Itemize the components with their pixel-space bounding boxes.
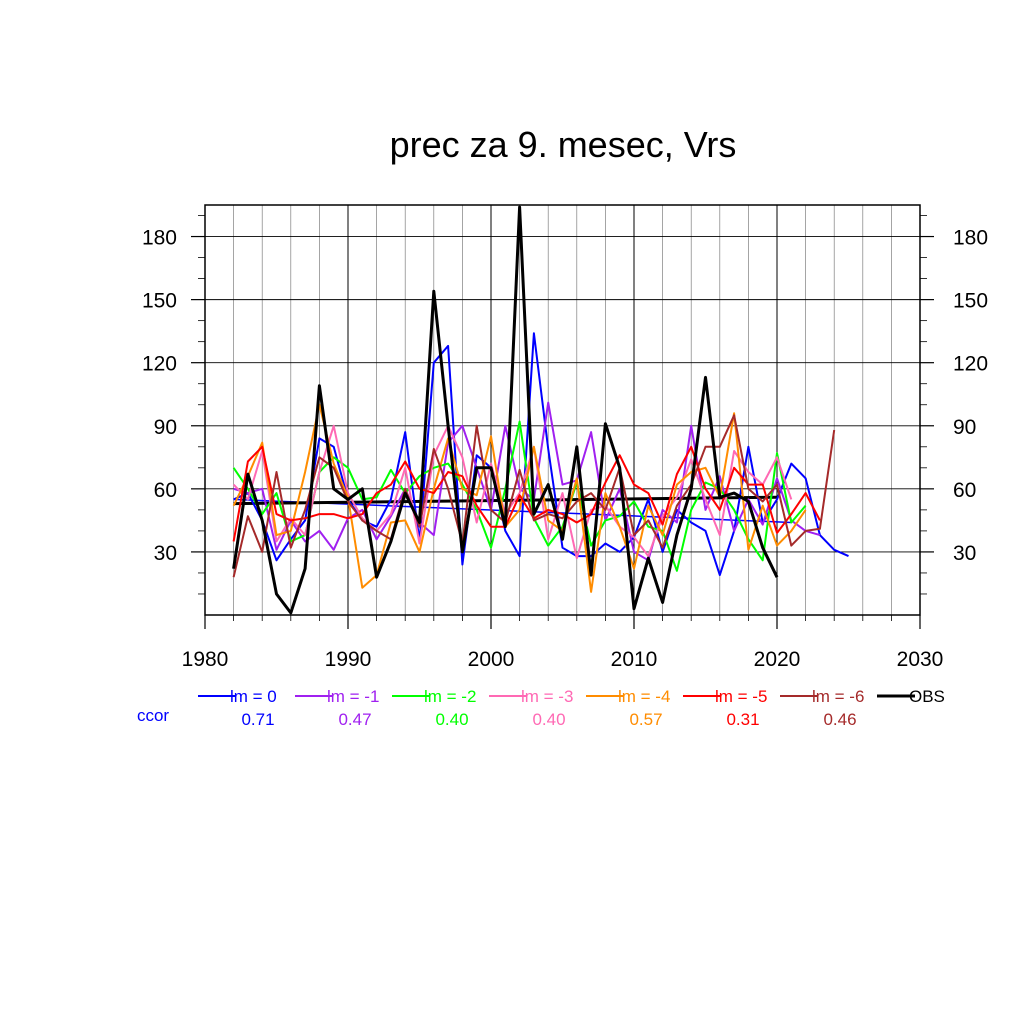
y-tick-label-left: 30	[154, 542, 177, 565]
legend-label: lm = -4	[618, 687, 670, 706]
legend-ccor-value: 0.40	[532, 710, 565, 729]
series-lines	[232, 205, 849, 615]
legend-label: lm = -3	[521, 687, 573, 706]
x-tick-label: 2000	[468, 648, 515, 671]
ticks: 1980 1990 2000 2010 2020 2030 30 30 60 60 90 90 120 1…	[142, 215, 988, 671]
legend-ccor-value: 0.31	[726, 710, 759, 729]
legend-ccor-value: 0.71	[241, 710, 274, 729]
y-tick-label-right: 60	[953, 479, 976, 502]
series-line	[233, 332, 849, 577]
x-tick-label: 1990	[325, 648, 372, 671]
x-tick-label: 2030	[897, 648, 944, 671]
chart-title: prec za 9. mesec, Vrs	[390, 124, 737, 165]
y-tick-label-right: 90	[953, 416, 976, 439]
legend-label: lm = -5	[715, 687, 767, 706]
y-tick-label-right: 30	[953, 542, 976, 565]
x-tick-label: 1980	[182, 648, 229, 671]
x-tick-label: 2010	[611, 648, 658, 671]
series-line	[232, 205, 779, 615]
y-tick-label-left: 120	[142, 353, 177, 376]
series-line	[232, 424, 793, 560]
y-tick-label-right: 180	[953, 227, 988, 250]
legend-ccor-value: 0.47	[338, 710, 371, 729]
legend-label: lm = -1	[327, 687, 379, 706]
legend-label: lm = -2	[424, 687, 476, 706]
legend-ccor-value: 0.46	[823, 710, 856, 729]
legend-ccor-value: 0.57	[629, 710, 662, 729]
y-tick-label-left: 150	[142, 290, 177, 313]
y-tick-label-left: 90	[154, 416, 177, 439]
legend-label: OBS	[909, 687, 945, 706]
legend-ccor-value: 0.40	[435, 710, 468, 729]
grid	[205, 205, 920, 615]
ccor-label: ccor	[137, 706, 169, 725]
legend-label: lm = -6	[812, 687, 864, 706]
plot-frame	[204, 204, 921, 616]
legend: lm = 0 0.71 lm = -1 0.47 lm = -2 0.40 lm = -3 0…	[198, 687, 945, 729]
series-line	[232, 445, 821, 542]
y-tick-label-left: 60	[154, 479, 177, 502]
y-tick-label-right: 120	[953, 353, 988, 376]
legend-label: lm = 0	[230, 687, 277, 706]
x-tick-label: 2020	[754, 648, 801, 671]
y-tick-label-right: 150	[953, 290, 988, 313]
series-line	[232, 414, 836, 578]
y-tick-label-left: 180	[142, 227, 177, 250]
